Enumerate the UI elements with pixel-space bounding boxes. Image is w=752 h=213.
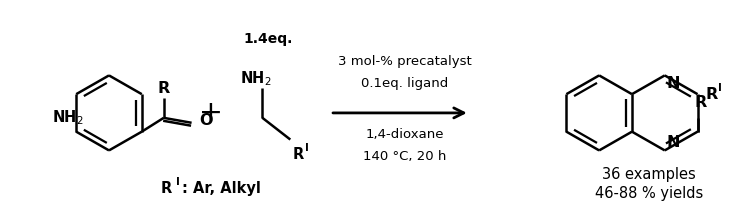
Text: +: + <box>199 99 223 127</box>
Text: R: R <box>293 147 304 163</box>
Text: 140 °C, 20 h: 140 °C, 20 h <box>363 150 447 163</box>
Text: 3 mol-% precatalyst: 3 mol-% precatalyst <box>338 55 472 68</box>
Text: R: R <box>161 181 172 196</box>
Text: I: I <box>176 177 180 187</box>
Text: : Ar, Alkyl: : Ar, Alkyl <box>182 181 261 196</box>
Text: R: R <box>705 87 717 102</box>
Text: R: R <box>694 95 707 110</box>
Text: N: N <box>667 135 681 150</box>
Text: 46-88 % yields: 46-88 % yields <box>595 186 703 201</box>
Text: I: I <box>718 83 723 93</box>
Text: 1,4-dioxane: 1,4-dioxane <box>365 128 444 141</box>
Text: R: R <box>158 81 170 96</box>
Text: I: I <box>305 142 309 153</box>
Text: NH$_2$: NH$_2$ <box>240 69 271 88</box>
Text: 36 examples: 36 examples <box>602 167 696 182</box>
Text: O: O <box>199 113 213 128</box>
Text: 1.4eq.: 1.4eq. <box>244 32 293 46</box>
Text: N: N <box>667 76 681 91</box>
Text: 0.1eq. ligand: 0.1eq. ligand <box>361 77 448 90</box>
Text: NH$_2$: NH$_2$ <box>53 108 84 127</box>
